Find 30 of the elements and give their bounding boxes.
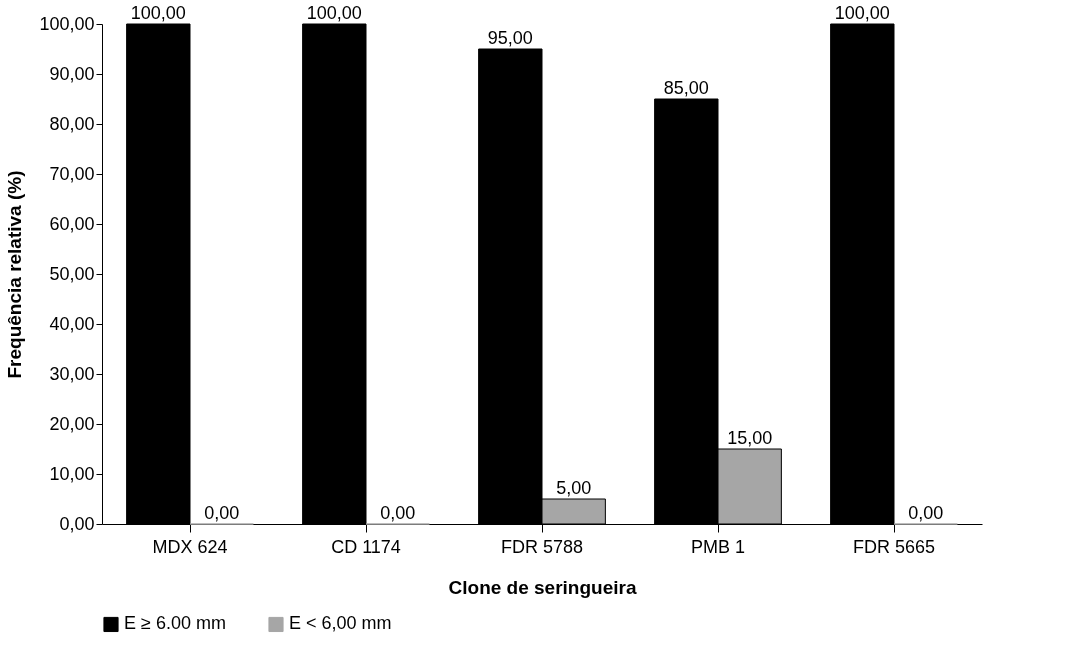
data-label: 0,00 [380, 503, 416, 523]
legend-label: E < 6,00 mm [289, 613, 392, 634]
data-label: 95,00 [487, 28, 533, 48]
data-label: 15,00 [727, 428, 773, 448]
y-tick-label: 20,00 [49, 413, 95, 434]
y-tick-label: 0,00 [59, 513, 95, 534]
x-tick-label: MDX 624 [152, 536, 228, 557]
x-tick-label: PMB 1 [690, 536, 746, 557]
y-tick-label: 30,00 [49, 363, 95, 384]
y-tick-label: 90,00 [49, 63, 95, 84]
x-tick-label: CD 1174 [331, 536, 401, 557]
y-tick-label: 70,00 [49, 163, 95, 184]
x-tick-label: FDR 5665 [852, 536, 936, 557]
y-tick-label: 80,00 [49, 113, 95, 134]
data-label: 0,00 [204, 503, 240, 523]
data-label: 100,00 [130, 3, 186, 23]
y-tick-label: 100,00 [39, 13, 95, 34]
legend-label: E ≥ 6.00 mm [124, 613, 226, 634]
data-label: 100,00 [834, 3, 890, 23]
y-tick-label: 50,00 [49, 263, 95, 284]
y-tick-label: 10,00 [49, 463, 95, 484]
data-label: 0,00 [908, 503, 944, 523]
data-label: 85,00 [663, 78, 709, 98]
x-tick-label: FDR 5788 [500, 536, 584, 557]
data-label: 5,00 [556, 478, 592, 498]
y-tick-label: 40,00 [49, 313, 95, 334]
data-label: 100,00 [306, 3, 362, 23]
x-axis-title: Clone de seringueira [448, 576, 637, 598]
y-tick-label: 60,00 [49, 213, 95, 234]
y-axis-title: Frequência relativa (%) [4, 170, 26, 379]
